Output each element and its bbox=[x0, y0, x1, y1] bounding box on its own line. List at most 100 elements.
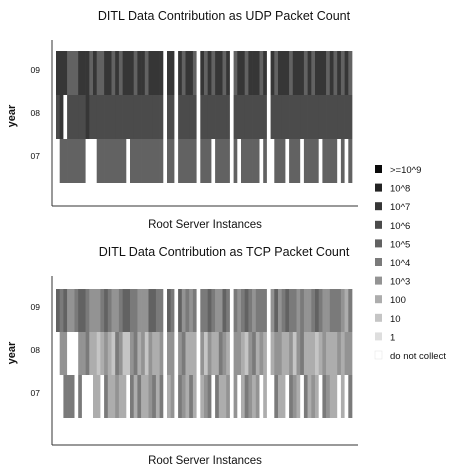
udp-y-tick-07: 07 bbox=[31, 151, 41, 161]
udp-cell-08-11 bbox=[93, 95, 98, 139]
tcp-cell-08-46 bbox=[222, 332, 227, 375]
udp-cell-09-7 bbox=[78, 51, 83, 95]
udp-cell-07-24 bbox=[141, 139, 146, 183]
tcp-cell-07-45 bbox=[218, 375, 223, 418]
udp-cell-09-44 bbox=[215, 51, 220, 95]
tcp-cell-07-43 bbox=[211, 375, 216, 418]
tcp-cell-07-40 bbox=[200, 375, 205, 418]
udp-cell-08-12 bbox=[96, 95, 101, 139]
tcp-cell-07-77 bbox=[337, 375, 342, 418]
udp-cell-07-62 bbox=[281, 139, 286, 183]
legend-label-4: 10^6 bbox=[390, 221, 410, 232]
tcp-cell-08-78 bbox=[340, 332, 345, 375]
legend-label-1: >=10^9 bbox=[390, 165, 421, 176]
tcp-cell-09-69 bbox=[307, 289, 312, 332]
udp-cell-07-48 bbox=[229, 139, 234, 183]
udp-cell-07-80 bbox=[348, 139, 353, 183]
legend-swatch-5 bbox=[375, 239, 382, 248]
tcp-cell-08-35 bbox=[181, 332, 186, 375]
udp-cell-08-76 bbox=[333, 95, 338, 139]
udp-cell-07-56 bbox=[259, 139, 264, 183]
udp-cell-09-34 bbox=[178, 51, 183, 95]
tcp-cell-08-65 bbox=[292, 332, 297, 375]
legend-label-9: 10 bbox=[390, 314, 401, 325]
udp-cell-08-42 bbox=[207, 95, 212, 139]
tcp-cell-07-11 bbox=[93, 375, 98, 418]
udp-cell-07-1 bbox=[56, 139, 61, 183]
udp-cell-07-76 bbox=[333, 139, 338, 183]
udp-cell-08-5 bbox=[70, 95, 75, 139]
tcp-cell-07-2 bbox=[59, 375, 64, 418]
tcp-cell-08-49 bbox=[233, 332, 238, 375]
udp-cell-07-44 bbox=[215, 139, 220, 183]
tcp-cell-07-49 bbox=[233, 375, 238, 418]
udp-cell-08-39 bbox=[196, 95, 201, 139]
tcp-cell-07-15 bbox=[107, 375, 112, 418]
tcp-cell-07-56 bbox=[259, 375, 264, 418]
tcp-cell-08-74 bbox=[326, 332, 331, 375]
udp-cell-08-2 bbox=[59, 95, 64, 139]
tcp-cell-07-68 bbox=[303, 375, 308, 418]
udp-cell-09-40 bbox=[200, 51, 205, 95]
tcp-cell-07-55 bbox=[255, 375, 260, 418]
tcp-cell-09-15 bbox=[107, 289, 112, 332]
tcp-cell-07-65 bbox=[292, 375, 297, 418]
tcp-cell-07-50 bbox=[237, 375, 242, 418]
tcp-cell-08-62 bbox=[281, 332, 286, 375]
legend-label-10: 1 bbox=[390, 332, 395, 343]
udp-cell-08-59 bbox=[270, 95, 275, 139]
tcp-cell-09-39 bbox=[196, 289, 201, 332]
udp-cell-09-39 bbox=[196, 51, 201, 95]
tcp-cell-09-12 bbox=[96, 289, 101, 332]
udp-cell-08-57 bbox=[263, 95, 268, 139]
tcp-cell-08-37 bbox=[189, 332, 194, 375]
udp-cell-08-46 bbox=[222, 95, 227, 139]
legend-swatch-1 bbox=[375, 165, 382, 173]
tcp-cell-08-9 bbox=[85, 332, 90, 375]
udp-cell-07-58 bbox=[266, 139, 271, 183]
tcp-cell-09-68 bbox=[303, 289, 308, 332]
tcp-cell-09-17 bbox=[115, 289, 120, 332]
tcp-cell-07-10 bbox=[89, 375, 94, 418]
tcp-cell-07-21 bbox=[130, 375, 135, 418]
tcp-cell-07-29 bbox=[159, 375, 164, 418]
udp-cell-07-26 bbox=[148, 139, 153, 183]
tcp-cell-09-28 bbox=[155, 289, 160, 332]
udp-cell-09-49 bbox=[233, 51, 238, 95]
legend-swatch-3 bbox=[375, 202, 382, 211]
udp-cell-07-71 bbox=[315, 139, 320, 183]
udp-cell-08-51 bbox=[241, 95, 246, 139]
tcp-cell-08-7 bbox=[78, 332, 83, 375]
udp-cell-07-12 bbox=[96, 139, 101, 183]
udp-y-axis-label: year bbox=[6, 104, 18, 127]
udp-cell-08-31 bbox=[167, 95, 172, 139]
tcp-cell-07-62 bbox=[281, 375, 286, 418]
udp-cell-08-21 bbox=[130, 95, 135, 139]
udp-cell-07-69 bbox=[307, 139, 312, 183]
udp-cell-08-9 bbox=[85, 95, 90, 139]
udp-cell-08-77 bbox=[337, 95, 342, 139]
udp-cell-09-42 bbox=[207, 51, 212, 95]
tcp-cell-09-41 bbox=[204, 289, 209, 332]
udp-cell-09-43 bbox=[211, 51, 216, 95]
tcp-cell-08-27 bbox=[152, 332, 157, 375]
tcp-cell-07-37 bbox=[189, 375, 194, 418]
udp-cell-07-50 bbox=[237, 139, 242, 183]
udp-cell-07-72 bbox=[318, 139, 323, 183]
tcp-cell-09-26 bbox=[148, 289, 153, 332]
tcp-cell-08-30 bbox=[163, 332, 168, 375]
tcp-cell-07-5 bbox=[70, 375, 75, 418]
udp-panel: DITL Data Contribution as UDP Packet Cou… bbox=[6, 9, 358, 231]
udp-cell-08-79 bbox=[344, 95, 349, 139]
tcp-cell-08-36 bbox=[185, 332, 190, 375]
tcp-cell-07-48 bbox=[229, 375, 234, 418]
tcp-cell-08-53 bbox=[248, 332, 253, 375]
tcp-cell-07-36 bbox=[185, 375, 190, 418]
tcp-cell-08-67 bbox=[300, 332, 305, 375]
legend-label-11: do not collect bbox=[390, 351, 446, 362]
udp-cell-07-23 bbox=[137, 139, 142, 183]
tcp-cell-09-7 bbox=[78, 289, 83, 332]
udp-cell-08-55 bbox=[255, 95, 260, 139]
tcp-cell-09-44 bbox=[215, 289, 220, 332]
udp-cell-07-32 bbox=[170, 139, 175, 183]
